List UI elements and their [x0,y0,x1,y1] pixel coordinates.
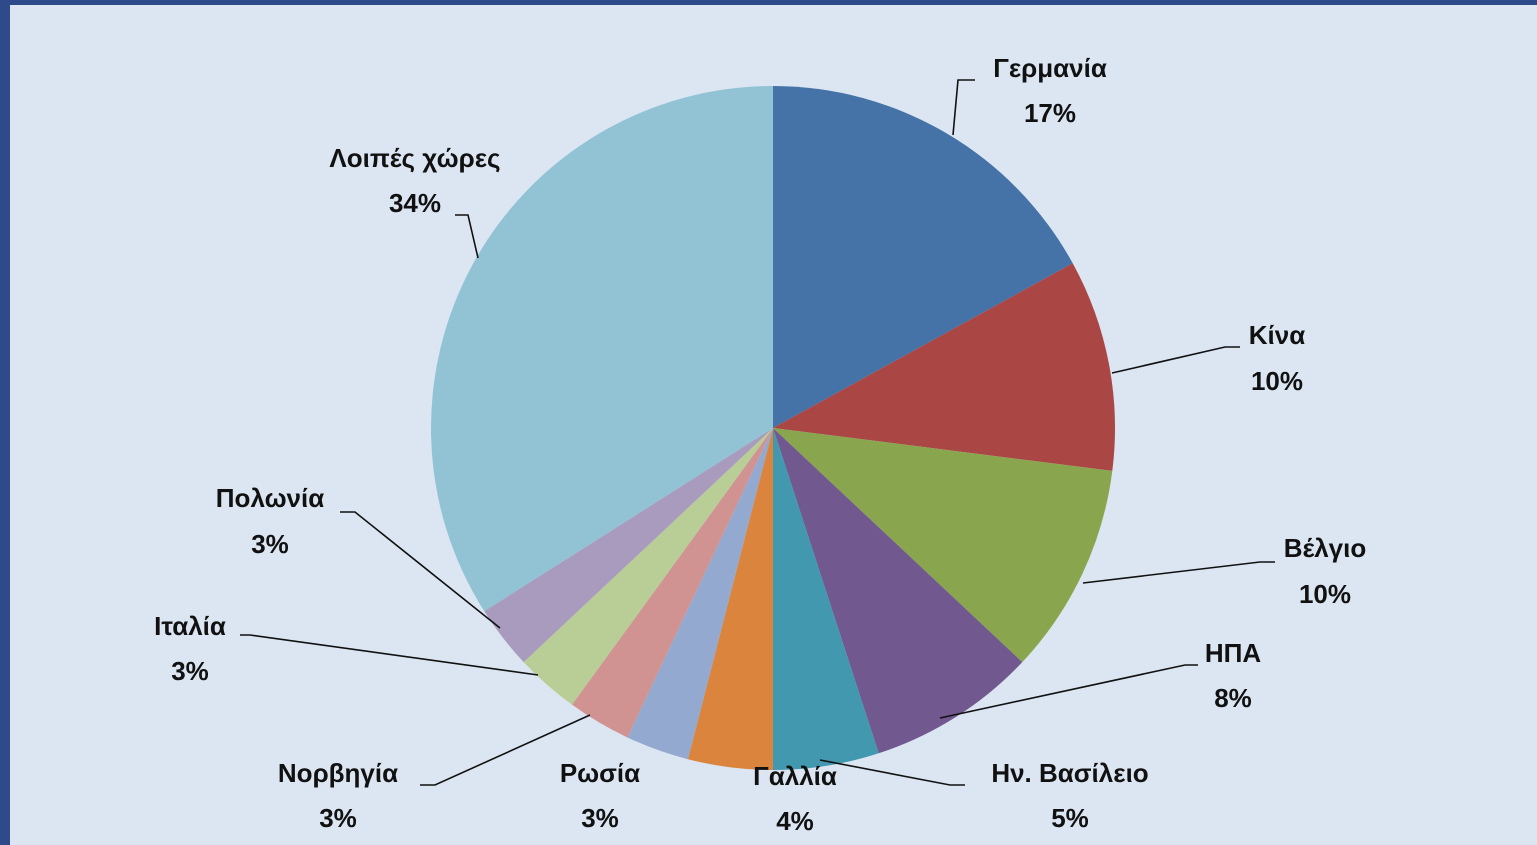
slice-label-name: Νορβηγία [278,758,398,788]
pie-slice [773,428,879,770]
leader-line [420,714,591,786]
pie-slice [484,428,773,663]
pie-slice [430,85,773,612]
slice-label-value: 3% [319,803,357,833]
slice-label-value: 3% [251,529,289,559]
slice-label-name: Λοιπές χώρες [329,143,500,173]
leader-line [340,511,501,629]
slice-label-value: 3% [581,803,619,833]
slice-label-value: 10% [1251,366,1303,396]
pie-slice [571,428,773,738]
slice-label-name: Κίνα [1249,320,1305,350]
pie-slice [687,428,773,770]
pie-slice [523,428,773,705]
pie-slice [773,428,1023,754]
slice-label-name: Πολωνία [216,483,324,513]
leader-line [952,79,975,136]
slice-label-value: 3% [171,656,209,686]
leader-line [819,759,965,786]
slice-label-name: ΗΠΑ [1205,638,1262,668]
slice-label-name: Γερμανία [993,53,1107,83]
leader-line [240,634,539,676]
slice-label-value: 5% [1051,803,1089,833]
leader-line [939,664,1198,719]
slice-label-name: Γαλλία [753,761,837,791]
leader-line [1111,346,1240,374]
pie-slice [773,263,1115,471]
slice-label-name: Βέλγιο [1284,533,1367,563]
leader-line [1082,561,1275,584]
leader-line [455,214,479,259]
pie-slice [627,428,773,760]
pie-slice [773,428,1113,663]
pie-slice [773,86,1073,428]
slice-label-value: 10% [1299,579,1351,609]
slice-label-value: 17% [1024,98,1076,128]
slice-label-name: Ην. Βασίλειο [991,758,1148,788]
slice-label-value: 8% [1214,683,1252,713]
slice-label-value: 34% [389,188,441,218]
slice-label-name: Ρωσία [560,758,640,788]
slice-label-name: Ιταλία [154,611,226,641]
slice-label-value: 4% [776,806,814,836]
